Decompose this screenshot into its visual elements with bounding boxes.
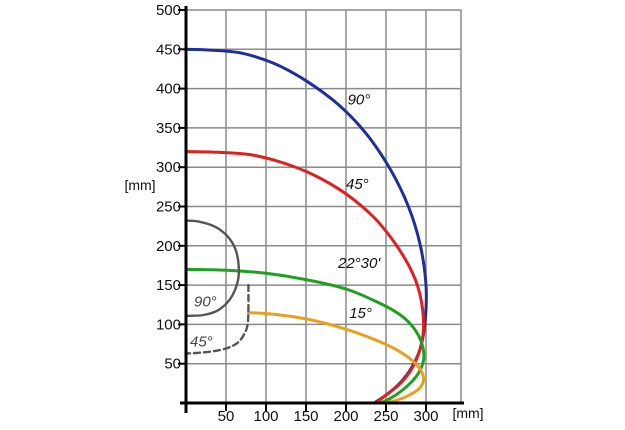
- y-tick-label: 400: [156, 81, 181, 98]
- x-tick-label: 150: [293, 408, 318, 425]
- x-tick-label: 200: [333, 408, 358, 425]
- series-3-15-label: 15°: [349, 305, 372, 322]
- series-1-45-label: 45°: [346, 176, 369, 193]
- x-tick-label: 300: [413, 408, 438, 425]
- series-2-2230-line: [184, 267, 426, 405]
- series-labels: 90° 45° 22°30' 15° 90° 45°: [190, 91, 381, 350]
- series-5-45-label: 45°: [190, 333, 213, 350]
- x-tick-label: 250: [373, 408, 398, 425]
- series-4-90-label: 90°: [194, 293, 217, 310]
- y-tick-label: 300: [156, 159, 181, 176]
- x-tick-label: 100: [253, 408, 278, 425]
- grid: [186, 9, 462, 403]
- series-0-90-label: 90°: [348, 91, 371, 108]
- series-1-45-line: [184, 150, 426, 405]
- axes: [178, 6, 464, 413]
- series-2-2230-label: 22°30': [337, 255, 381, 272]
- y-tick-label: 250: [156, 199, 181, 216]
- series-5-45-line: [184, 283, 250, 355]
- series-layer: [184, 47, 428, 405]
- y-tick-label: 500: [156, 2, 181, 19]
- y-tick-label: 350: [156, 120, 181, 137]
- y-tick-label: 450: [156, 41, 181, 58]
- y-axis-label: [mm]: [124, 177, 155, 193]
- x-axis-label: [mm]: [452, 405, 483, 421]
- series-3-15-line: [246, 311, 426, 405]
- x-tick-label: 50: [218, 408, 235, 425]
- y-tick-label: 150: [156, 277, 181, 294]
- series-4-90-line: [184, 219, 241, 318]
- y-tick-label: 100: [156, 316, 181, 333]
- y-tick-label: 50: [164, 356, 181, 373]
- y-tick-label: 200: [156, 238, 181, 255]
- tick-labels: 50 100 150 200 250 300 350 400 450 500 50 100 150 200…: [156, 2, 439, 425]
